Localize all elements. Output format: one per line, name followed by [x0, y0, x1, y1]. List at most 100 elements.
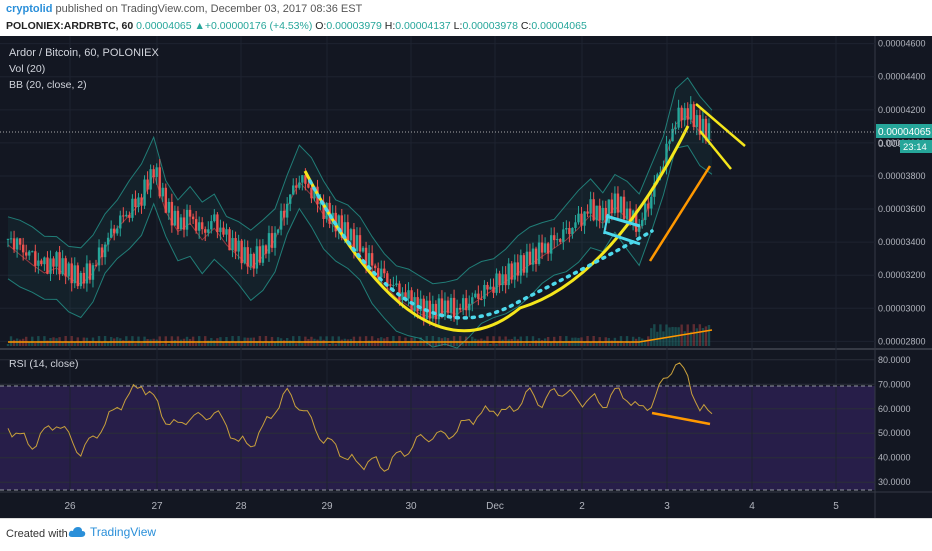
volume-bar	[373, 340, 377, 346]
candle-body	[455, 307, 459, 318]
candle-body	[31, 251, 34, 253]
candle-body	[213, 214, 216, 222]
candle-body	[498, 273, 501, 286]
candle-body	[270, 233, 274, 248]
volume-bar	[328, 343, 331, 346]
price-axis[interactable]: 0.000046000.000044000.000042000.00004000…	[878, 39, 926, 347]
candle-body	[176, 210, 180, 230]
volume-bar	[43, 336, 46, 346]
volume-bar	[601, 341, 604, 346]
candle-body	[164, 187, 167, 213]
volume-bar	[201, 343, 204, 346]
tradingview-brand[interactable]: TradingView	[68, 525, 156, 539]
candle-body	[543, 243, 547, 253]
candle-body	[380, 268, 383, 278]
volume-bar	[622, 342, 626, 346]
candle-body	[73, 265, 76, 284]
candle-body	[97, 247, 101, 266]
candle-body	[501, 274, 504, 286]
volume-bar	[486, 336, 489, 346]
candle-body	[440, 298, 444, 317]
candle-body	[82, 272, 86, 284]
volume-bar	[522, 343, 526, 346]
chart-svg[interactable]: 0.000046000.000044000.000042000.00004000…	[0, 36, 932, 518]
open-label: O:	[315, 20, 327, 32]
candle-body	[276, 229, 280, 233]
volume-bar	[134, 343, 137, 346]
candle-body	[355, 235, 359, 251]
volume-bar	[653, 324, 656, 346]
candle-body	[228, 229, 231, 251]
volume-bar	[367, 340, 371, 346]
volume-bar	[452, 336, 456, 346]
candle-body	[273, 232, 277, 248]
rsi-axis[interactable]: 80.0000 70.0000 60.0000 50.0000 40.0000 30.00…	[878, 355, 911, 487]
volume-bar	[282, 340, 286, 346]
candle-body	[370, 253, 374, 266]
volume-bar	[28, 342, 31, 346]
price-candles	[6, 96, 711, 328]
candle-body	[395, 283, 398, 285]
candle-body	[377, 268, 380, 278]
candle-body	[477, 293, 480, 299]
price-tick-label: 0.00004400	[878, 72, 926, 82]
candle-body	[461, 298, 465, 310]
author-link[interactable]: cryptolid	[6, 3, 53, 15]
candle-body	[204, 229, 207, 233]
volume-bar	[401, 341, 404, 346]
time-axis[interactable]: 26 27 28 29 30 Dec 2 3 4 5	[64, 501, 839, 512]
candle-body	[571, 227, 574, 235]
candle-body	[565, 228, 568, 230]
volume-bar	[392, 336, 395, 346]
rsi-line	[7, 362, 713, 472]
volume-bar	[692, 324, 695, 346]
candle-body	[246, 247, 249, 267]
candle-body	[295, 185, 298, 188]
volume-bar	[644, 339, 647, 346]
candle-body	[109, 228, 113, 238]
candle-body	[546, 243, 550, 254]
candle-body	[234, 238, 237, 252]
countdown-badge: 23:14	[903, 142, 927, 153]
candle-body	[152, 169, 155, 177]
time-tick-label: 2	[579, 501, 585, 512]
volume-bar	[34, 342, 37, 346]
triangle-line-upper	[695, 103, 746, 147]
candle-body	[106, 237, 110, 245]
price-tick-label: 0.00004600	[878, 39, 926, 49]
candle-body	[340, 215, 343, 238]
candle-body	[607, 199, 611, 224]
time-tick-label: 26	[64, 501, 76, 512]
volume-bar	[619, 336, 623, 346]
candle-body	[619, 196, 623, 213]
volume-bar	[301, 342, 304, 346]
volume-bar	[173, 339, 177, 346]
time-tick-label: 3	[664, 501, 670, 512]
candle-body	[553, 235, 556, 241]
volume-bar	[540, 339, 544, 346]
volume-bar	[12, 339, 16, 346]
time-tick-label: 28	[235, 501, 247, 512]
candle-body	[337, 215, 340, 232]
candle-body	[471, 297, 474, 304]
volume-bar	[683, 331, 686, 346]
candle-body	[258, 246, 262, 263]
footer: Created with TradingView	[0, 518, 932, 551]
price-support-drawing	[648, 165, 712, 262]
volume-bar	[395, 342, 398, 346]
candle-body	[103, 244, 107, 258]
candle-body	[616, 193, 620, 213]
candle-body	[437, 298, 441, 320]
volume-bar	[477, 339, 480, 346]
candle-body	[598, 205, 601, 221]
volume-bar	[677, 327, 680, 346]
volume-bar	[428, 342, 431, 346]
candle-body	[170, 201, 174, 226]
candle-body	[507, 263, 510, 286]
chart-area[interactable]: 0.000046000.000044000.000042000.00004000…	[0, 36, 932, 518]
candle-body	[119, 215, 122, 229]
rsi-tick-label: 70.0000	[878, 379, 911, 389]
candle-body	[255, 246, 259, 269]
volume-bar	[389, 342, 392, 346]
candle-body	[641, 220, 644, 226]
